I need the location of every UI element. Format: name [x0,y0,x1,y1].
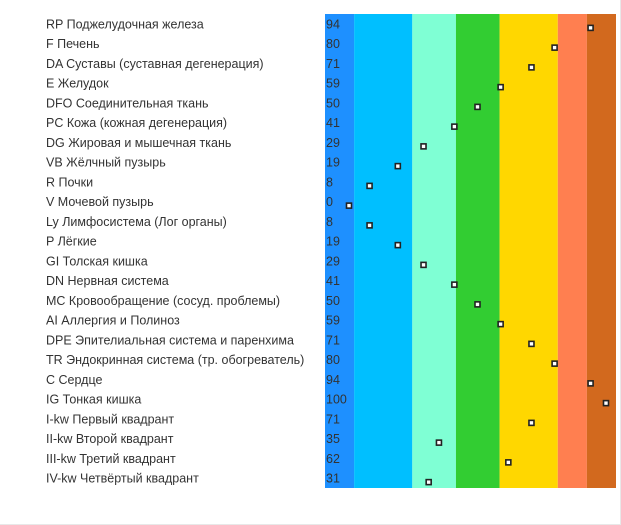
value-marker [602,399,610,407]
value-marker [551,360,558,367]
value-label: 8 [326,215,333,229]
color-band-3 [455,14,500,488]
value-label: 71 [326,412,340,426]
value-label: 41 [326,116,340,130]
value-marker [497,320,504,328]
value-label: 94 [326,373,340,387]
row-label: PC Кожа (кожная дегенерация) [46,116,227,130]
color-band-0 [325,14,355,488]
value-label: 62 [326,452,340,466]
value-marker [425,478,432,486]
row-label: RP Поджелудочная железа [46,17,204,31]
value-label: 8 [326,175,333,189]
row-label: F Печень [46,37,100,51]
row-label: P Лёгкие [46,235,97,249]
value-marker [345,202,353,209]
row-label: DPE Эпителиальная система и паренхима [46,333,294,347]
row-label: I-kw Первый квадрант [46,412,174,426]
value-marker [420,261,427,269]
row-label: DN Нервная система [46,274,169,288]
value-marker [394,162,402,170]
value-marker [451,281,458,288]
value-marker [474,301,481,308]
value-label: 100 [326,393,347,407]
value-marker [366,222,373,229]
color-band-2 [412,14,456,488]
value-marker [451,123,458,130]
value-label: 50 [326,294,340,308]
value-marker [528,340,535,348]
value-marker [528,64,535,71]
value-label: 31 [326,472,340,486]
value-label: 29 [326,254,340,268]
value-label: 71 [326,333,340,347]
value-marker [528,419,535,427]
row-label: VB Жёлчный пузырь [46,156,166,170]
value-markers [345,24,610,486]
value-marker [366,182,373,190]
value-marker [435,439,443,446]
color-band-5 [557,14,587,488]
color-band-4 [499,14,558,488]
row-label: MC Кровообращение (сосуд. проблемы) [46,294,280,308]
row-label: GI Толская кишка [46,254,148,268]
row-labels: RP Поджелудочная железа F Печень DA Сустав… [46,17,304,485]
row-label: DG Жировая и мышечная ткань [46,136,231,150]
value-label: 80 [326,37,340,51]
value-label: 19 [326,235,340,249]
color-band-1 [354,14,413,488]
row-label: III-kw Третий квадрант [46,452,176,466]
value-marker [551,44,558,51]
value-marker [505,459,512,466]
value-label: 59 [326,77,340,91]
row-label: II-kw Второй квадрант [46,432,174,446]
row-label: V Мочевой пузырь [46,195,154,209]
value-label: 29 [326,136,340,150]
row-label: DA Суставы (суставная дегенерация) [46,57,264,71]
color-bands [325,14,616,488]
value-marker [420,143,427,150]
value-marker [587,380,594,387]
value-label: 59 [326,314,340,328]
row-label: AI Аллергия и Полиноз [46,314,180,328]
value-labels: 9480715950412919808192941505971809410071… [326,17,347,485]
value-label: 50 [326,96,340,110]
value-label: 35 [326,432,340,446]
value-marker [497,83,504,91]
row-label: IV-kw Четвёртый квадрант [46,472,199,486]
value-label: 41 [326,274,340,288]
row-label: DFO Соединительная ткань [46,96,209,110]
color-band-6 [586,14,616,488]
row-label: IG Тонкая кишка [46,393,141,407]
value-label: 80 [326,353,340,367]
value-marker [474,103,481,111]
value-marker [394,241,402,249]
value-label: 71 [326,57,340,71]
row-label: R Почки [46,175,93,189]
value-marker [587,24,594,32]
row-label: TR Эндокринная система (тр. обогреватель… [46,353,304,367]
value-label: 94 [326,17,340,31]
row-label: C Сердце [46,373,102,387]
value-label: 19 [326,156,340,170]
value-label: 0 [326,195,333,209]
row-label: Ly Лимфосистема (Лог органы) [46,215,227,229]
row-label: E Желудок [46,77,109,91]
